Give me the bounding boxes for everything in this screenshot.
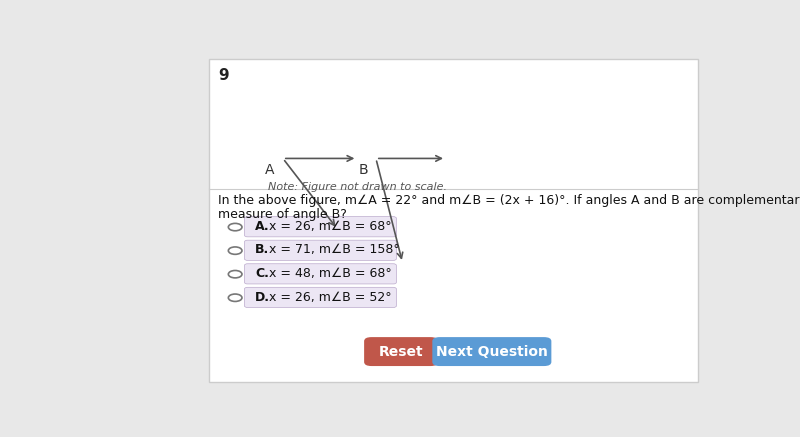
- FancyBboxPatch shape: [364, 337, 438, 366]
- Text: B.: B.: [255, 243, 270, 257]
- Text: B: B: [359, 163, 369, 177]
- Text: In the above figure, m∠A = 22° and m∠B = (2x + 16)°. If angles A and B are compl: In the above figure, m∠A = 22° and m∠B =…: [218, 194, 800, 208]
- Text: x = 48, m∠B = 68°: x = 48, m∠B = 68°: [269, 267, 391, 280]
- Text: x = 26, m∠B = 52°: x = 26, m∠B = 52°: [269, 291, 391, 304]
- Text: A.: A.: [255, 220, 270, 233]
- FancyBboxPatch shape: [432, 337, 551, 366]
- Text: Next Question: Next Question: [436, 345, 548, 359]
- Text: 9: 9: [218, 68, 229, 83]
- FancyBboxPatch shape: [209, 59, 698, 382]
- FancyBboxPatch shape: [245, 287, 396, 308]
- Text: x = 71, m∠B = 158°: x = 71, m∠B = 158°: [269, 243, 399, 257]
- Text: x = 26, m∠B = 68°: x = 26, m∠B = 68°: [269, 220, 391, 233]
- Text: C.: C.: [255, 267, 269, 280]
- Text: Reset: Reset: [379, 345, 424, 359]
- Text: A: A: [265, 163, 274, 177]
- Text: measure of angle B?: measure of angle B?: [218, 208, 346, 221]
- Text: Note: Figure not drawn to scale.: Note: Figure not drawn to scale.: [268, 182, 446, 192]
- FancyBboxPatch shape: [245, 264, 396, 284]
- FancyBboxPatch shape: [245, 240, 396, 260]
- Text: D.: D.: [255, 291, 270, 304]
- FancyBboxPatch shape: [245, 217, 396, 237]
